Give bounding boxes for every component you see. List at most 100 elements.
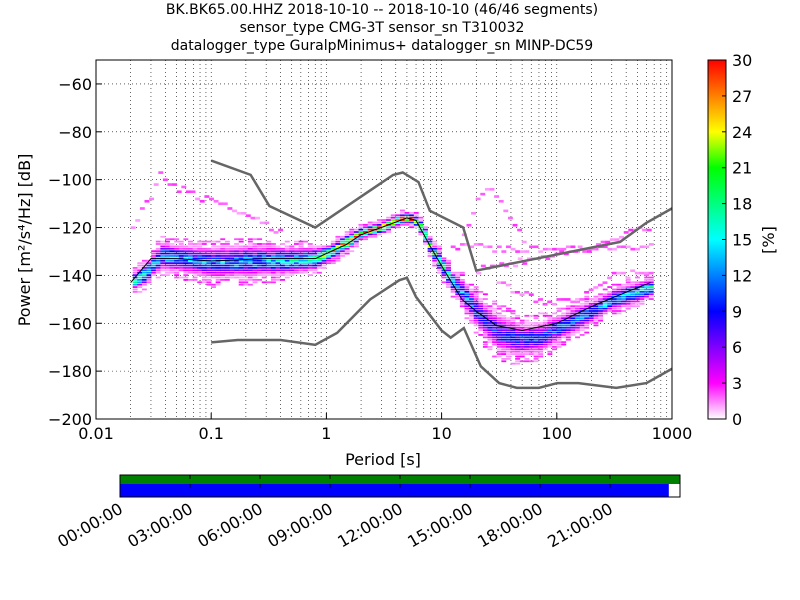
ppsd-cell (372, 235, 378, 238)
ppsd-cell (238, 278, 244, 281)
ppsd-cell (621, 286, 627, 288)
ppsd-outlier-cell (153, 183, 159, 186)
ppsd-cell (588, 302, 594, 305)
ppsd-cell (141, 274, 147, 276)
ppsd-cell (492, 355, 498, 358)
ppsd-outlier-cell (487, 245, 493, 249)
ppsd-cells (130, 171, 654, 365)
ppsd-cell (220, 243, 226, 245)
ppsd-cell (510, 336, 516, 339)
ppsd-cell (280, 259, 286, 262)
ppsd-outlier-cell (577, 245, 583, 249)
ppsd-cell (312, 247, 318, 250)
ppsd-cell (616, 290, 622, 293)
ppsd-cell (298, 255, 304, 257)
ppsd-cell (330, 245, 336, 248)
ppsd-cell (634, 283, 640, 286)
ppsd-cell (648, 295, 654, 298)
ppsd-cell (409, 221, 415, 224)
ppsd-cell (372, 223, 378, 226)
ppsd-cell (598, 314, 604, 317)
ppsd-cell (423, 226, 428, 229)
ppsd-cell (515, 324, 521, 327)
ppsd-cell (321, 267, 327, 269)
ppsd-cell (634, 295, 640, 298)
ppsd-cell (478, 312, 484, 315)
ppsd-cell (524, 329, 530, 332)
ppsd-cell (192, 271, 198, 274)
ppsd-cell (648, 286, 654, 288)
ppsd-outlier-cell (501, 250, 507, 253)
ppsd-cell (625, 295, 631, 298)
ppsd-cell (261, 250, 267, 253)
ppsd-cell (312, 259, 318, 262)
ppsd-cell (197, 243, 203, 245)
ppsd-cell (492, 336, 498, 339)
ppsd-cell (174, 250, 180, 253)
ppsd-cell (547, 353, 553, 355)
ppsd-cell (188, 264, 193, 267)
ppsd-cell (174, 269, 180, 272)
ppsd-cell (515, 355, 521, 358)
ppsd-cell (280, 267, 286, 269)
ppsd-cell (501, 353, 507, 355)
ppsd-cell (542, 329, 548, 332)
ppsd-cell (446, 262, 451, 265)
ppsd-cell (211, 271, 216, 274)
ppsd-cell (524, 357, 530, 360)
ppsd-cell (515, 314, 521, 317)
ppsd-cell (215, 250, 221, 253)
ppsd-cell (224, 245, 230, 248)
ppsd-cell (515, 326, 521, 329)
ppsd-cell (261, 274, 267, 276)
ppsd-cell (169, 264, 175, 267)
ppsd-cell (533, 355, 539, 358)
ppsd-cell (164, 247, 170, 250)
ppsd-outlier-cell (570, 245, 576, 249)
ppsd-cell (307, 243, 313, 245)
ppsd-cell (303, 271, 309, 274)
ppsd-cell (266, 240, 272, 243)
ppsd-cell (565, 307, 571, 310)
ppsd-cell (441, 259, 447, 262)
ppsd-cell (284, 245, 290, 248)
ppsd-cell (552, 324, 557, 327)
ppsd-cell (616, 286, 622, 288)
ppsd-cell (639, 293, 645, 296)
ppsd-cell (515, 331, 521, 334)
ppsd-cell (192, 245, 198, 248)
ppsd-cell (211, 262, 216, 265)
ppsd-cell (639, 302, 645, 305)
ppsd-cell (556, 329, 562, 332)
ppsd-cell (482, 322, 488, 324)
ppsd-outlier-cell (167, 183, 173, 186)
ppsd-cell (266, 255, 272, 257)
ppsd-cell (584, 298, 590, 300)
ppsd-cell (593, 305, 599, 308)
ppsd-cell (284, 240, 290, 243)
ppsd-cell (418, 219, 424, 221)
ppsd-cell (257, 250, 263, 253)
ppsd-cell (561, 324, 567, 327)
ppsd-outlier-cell (625, 245, 631, 249)
ppsd-cell (349, 240, 355, 243)
ppsd-cell (220, 262, 226, 265)
ppsd-cell (247, 245, 253, 248)
ppsd-cell (201, 247, 207, 250)
ppsd-cell (634, 305, 640, 308)
ppsd-cell (639, 300, 645, 303)
ppsd-cell (183, 264, 189, 267)
ppsd-cell (593, 307, 599, 310)
ppsd-outlier-cell (619, 235, 625, 239)
ppsd-cell (326, 247, 332, 250)
ppsd-cell (252, 238, 258, 241)
ppsd-cell (547, 317, 553, 320)
ppsd-cell (487, 334, 493, 336)
ppsd-outlier-cell (466, 223, 472, 227)
ppsd-cell (418, 233, 424, 236)
ppsd-cell (353, 233, 359, 236)
ppsd-cell (505, 310, 511, 312)
ppsd-cell (252, 243, 258, 245)
ppsd-cell (335, 235, 341, 238)
ppsd-cell (266, 247, 272, 250)
